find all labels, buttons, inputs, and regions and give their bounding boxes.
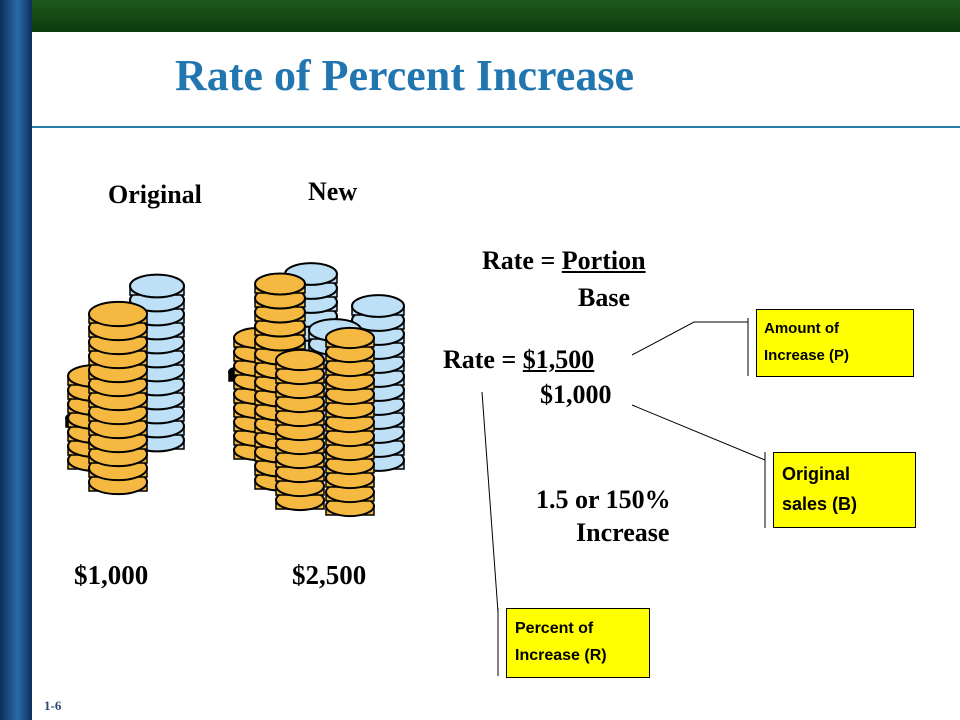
callout-original-line-1: Original [782,464,851,484]
rate-formula: Rate = Portion [482,246,646,276]
rate-formula-denominator: Base [578,283,630,312]
callout-percent-of-increase: Percent of Increase (R) [506,608,650,678]
rate-formula-prefix: Rate = [482,246,562,275]
callout-original-sales: Original sales (B) [773,452,916,528]
callout-amount-line-2: Increase (P) [764,347,850,364]
connector-original [631,404,766,461]
new-coin-stacks [228,262,405,518]
rate-numeric: Rate = $1,500 [443,345,594,375]
callout-percent-line-2: Increase (R) [515,647,607,664]
title-underline [32,126,960,128]
left-banner [0,0,32,720]
original-amount: $1,000 [74,560,149,590]
slide-title: Rate of Percent Increase [175,51,634,100]
new-amount: $2,500 [292,560,367,590]
rate-numeric-prefix: Rate = [443,345,523,374]
rate-formula-numerator: Portion [561,246,646,275]
callout-original-line-2: sales (B) [782,494,858,514]
top-banner [0,0,960,32]
slide-number: 1-6 [44,698,62,713]
rate-numeric-denominator: $1,000 [540,380,612,409]
original-label: Original [108,180,202,209]
connector-amount [631,321,748,356]
connector-percent [481,391,499,613]
callout-amount-line-1: Amount of [764,320,839,337]
callout-percent-line-1: Percent of [515,620,594,637]
callout-amount-of-increase: Amount of Increase (P) [756,309,914,377]
original-coin-stacks [65,273,185,496]
rate-numeric-numerator: $1,500 [522,345,595,374]
result-line-2: Increase [576,518,670,547]
new-label: New [308,177,358,206]
result-line-1: 1.5 or 150% [536,485,671,514]
